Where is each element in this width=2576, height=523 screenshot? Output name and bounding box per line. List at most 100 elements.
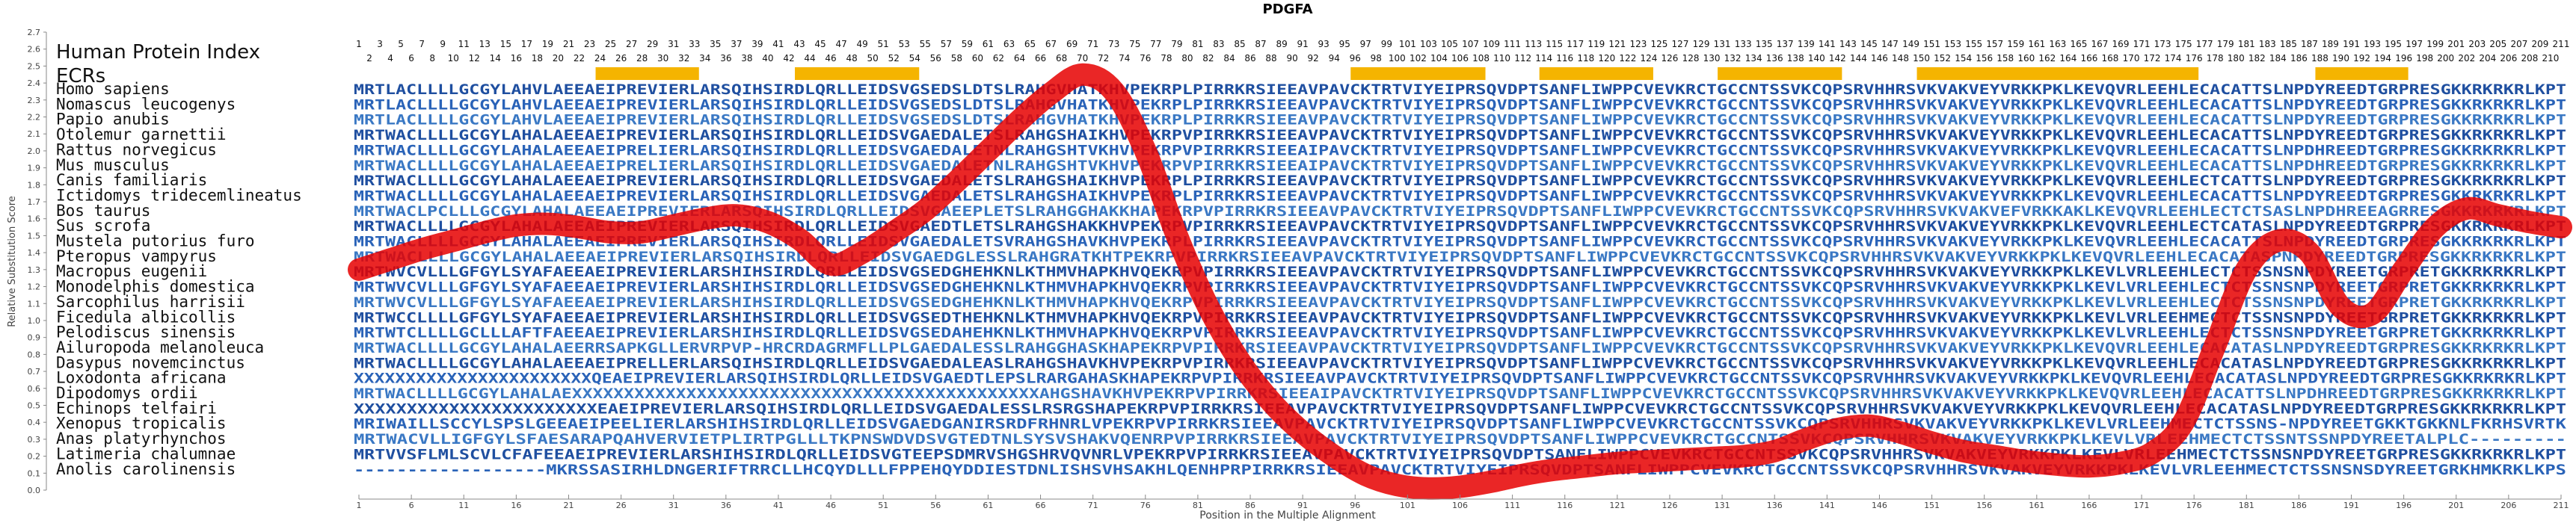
index-number-even: 88: [1265, 53, 1276, 64]
index-number-even: 36: [720, 53, 731, 64]
species-label: Loxodonta africana: [56, 369, 227, 387]
index-number-even: 34: [699, 53, 710, 64]
index-number-odd: 97: [1360, 39, 1371, 49]
y-tick-label: 1.1: [28, 299, 41, 309]
index-number-odd: 113: [1525, 39, 1542, 49]
index-number-even: 86: [1244, 53, 1255, 64]
x-tick-label: 171: [2134, 501, 2150, 510]
protein-index-layer: Human Protein Index ECRs 1 3 5 7 9 11 13 15 17 19…: [56, 39, 2569, 87]
index-number-even: 12: [469, 53, 480, 64]
species-label: Pelodiscus sinensis: [56, 324, 236, 341]
y-tick-label: 0.7: [28, 367, 41, 377]
index-number-odd: 49: [857, 39, 868, 49]
sequence-row: MRTVVSFLMLSCVLCFAFEEAEIPREVIERLARSHIHSIR…: [354, 446, 2566, 462]
index-number-odd: 17: [521, 39, 532, 49]
x-tick-label: 106: [1452, 501, 1468, 510]
index-number-odd: 173: [2154, 39, 2171, 49]
index-number-even: 120: [1598, 53, 1615, 64]
index-number-odd: 179: [2217, 39, 2234, 49]
index-number-odd: 207: [2510, 39, 2527, 49]
ecr-bar: [1350, 67, 1486, 80]
x-tick-label: 146: [1872, 501, 1887, 510]
y-tick-label: 0.9: [28, 333, 41, 343]
protein-index-label: Human Protein Index: [56, 41, 260, 64]
index-number-even: 158: [1996, 53, 2014, 64]
x-tick-label: 91: [1297, 501, 1308, 510]
index-number-odd: 25: [605, 39, 616, 49]
index-number-odd: 205: [2489, 39, 2506, 49]
index-number-odd: 19: [542, 39, 553, 49]
index-number-even: 106: [1451, 53, 1469, 64]
x-tick-label: 76: [1140, 501, 1151, 510]
index-number-odd: 199: [2426, 39, 2444, 49]
index-number-even: 116: [1556, 53, 1573, 64]
species-label: Anas platyrhynchos: [56, 430, 227, 448]
index-number-odd: 127: [1672, 39, 1689, 49]
index-number-odd: 85: [1234, 39, 1245, 49]
index-number-odd: 103: [1420, 39, 1437, 49]
sequence-row: MRTLACLLLLGCGYLAHVLAEEAEIPREVIERLARSQIHS…: [354, 112, 2566, 129]
index-number-even: 74: [1119, 53, 1130, 64]
index-number-even: 72: [1098, 53, 1109, 64]
index-number-odd: 195: [2385, 39, 2402, 49]
index-number-odd: 117: [1567, 39, 1584, 49]
ecr-bar: [1539, 67, 1653, 80]
sequence-row: XXXXXXXXXXXXXXXXXXXXXXXQEAEIPREVIERLARSQ…: [354, 371, 2566, 387]
index-number-even: 210: [2542, 53, 2560, 64]
index-number-odd: 65: [1024, 39, 1036, 49]
index-number-odd: 69: [1066, 39, 1078, 49]
x-tick-label: 51: [878, 501, 888, 510]
sequence-row: MRTWVCVLLLGFGYLSYAFAEEAEIPREVIERLARSHIHS…: [354, 264, 2566, 280]
index-number-even: 130: [1703, 53, 1721, 64]
index-number-odd: 197: [2406, 39, 2423, 49]
index-number-even: 174: [2165, 53, 2182, 64]
index-number-odd: 135: [1756, 39, 1773, 49]
species-label: Canis familiaris: [56, 171, 207, 189]
y-tick-label: 2.3: [28, 96, 41, 105]
index-number-even: 24: [594, 53, 606, 64]
index-number-even: 204: [2479, 53, 2496, 64]
x-tick-label: 196: [2396, 501, 2411, 510]
index-number-even: 30: [657, 53, 668, 64]
index-number-even: 126: [1662, 53, 1679, 64]
y-tick-label: 0.4: [28, 418, 41, 427]
index-number-odd: 47: [835, 39, 846, 49]
index-number-odd: 169: [2112, 39, 2130, 49]
x-tick-label: 101: [1400, 501, 1415, 510]
y-axis: 0.0 0.1 0.2 0.3 0.4 0.5 0.6 0.7 0.8 0.9 1.0 1.1 1.2 1…: [28, 28, 47, 495]
index-number-even: 156: [1976, 53, 1993, 64]
index-number-even: 132: [1724, 53, 1742, 64]
index-number-odd: 145: [1860, 39, 1878, 49]
index-number-even: 140: [1808, 53, 1825, 64]
species-label: Dasypus novemcinctus: [56, 353, 245, 371]
chart-title: PDGFA: [1262, 1, 1312, 17]
index-number-even: 32: [678, 53, 689, 64]
index-number-even: 176: [2186, 53, 2203, 64]
x-tick-label: 191: [2343, 501, 2359, 510]
sequence-row: MRTWCCLLLLGFGYLSYAFAEEAEIPREVIERLARSHIHS…: [354, 309, 2566, 326]
x-tick-label: 1: [357, 501, 362, 510]
index-number-even: 206: [2500, 53, 2517, 64]
line-layer: [348, 63, 2572, 500]
ecr-bar: [2315, 67, 2409, 80]
index-number-odd: 15: [500, 39, 511, 49]
x-tick-label: 31: [668, 501, 679, 510]
index-number-even: 16: [511, 53, 522, 64]
index-number-odd: 13: [479, 39, 491, 49]
y-tick-label: 1.2: [28, 282, 41, 292]
index-number-odd: 157: [1986, 39, 2003, 49]
index-number-even: 148: [1892, 53, 1909, 64]
index-number-even: 180: [2228, 53, 2245, 64]
sequence-row: MRTWACLLLLGCGYLAHALAEEAEIPREVIERLARSQIHS…: [354, 249, 2566, 265]
index-number-odd: 115: [1546, 39, 1563, 49]
sequence-row: MRTLACLLLLGCGYLAHVLAEEAEIPREVIERLARSQIHS…: [354, 96, 2566, 113]
x-tick-label: 46: [826, 501, 836, 510]
y-tick-label: 1.8: [28, 180, 41, 190]
index-number-odd: 1: [356, 39, 362, 49]
sequence-row: MRTWACLLLLGCGYLAHALAEEAEIPRELIERLARSQIHS…: [354, 142, 2566, 158]
index-number-odd: 121: [1608, 39, 1626, 49]
index-number-even: 142: [1829, 53, 1846, 64]
index-number-odd: 143: [1839, 39, 1857, 49]
